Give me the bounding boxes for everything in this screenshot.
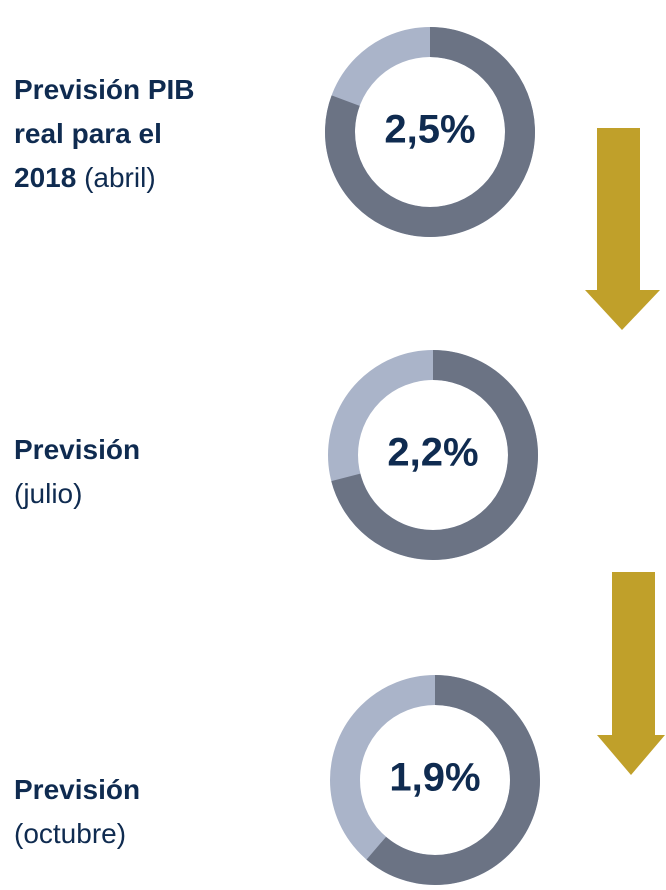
donut-segment [325, 27, 535, 237]
value-label: 2,5% [384, 108, 475, 152]
label-title: Previsión [14, 774, 141, 805]
value-label: 2,2% [387, 431, 478, 475]
donut-segment [330, 675, 540, 885]
donut-segment [328, 350, 538, 560]
label: Previsión (julio) [14, 428, 229, 516]
label-note: (abril) [84, 162, 156, 193]
label-note: (octubre) [14, 818, 127, 849]
label: Previsión (octubre) [14, 768, 229, 856]
label-title: Previsión [14, 434, 141, 465]
label-title: Previsión PIB real para el 2018 [14, 74, 195, 193]
arrow [585, 128, 660, 330]
arrow [597, 572, 665, 775]
value-label: 1,9% [389, 756, 480, 800]
label-note: (julio) [14, 478, 83, 509]
label: Previsión PIB real para el 2018 (abril) [14, 68, 229, 200]
